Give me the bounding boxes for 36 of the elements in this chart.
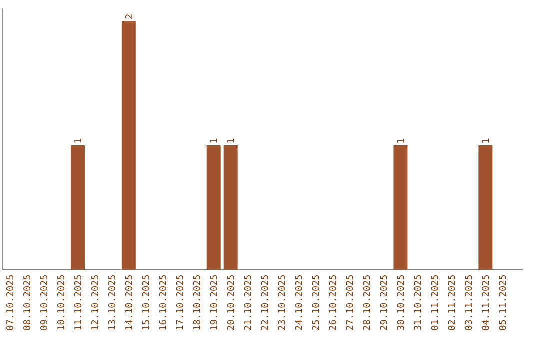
x-tick-label: 29.10.2025 [380, 275, 388, 330]
x-tick-label: 14.10.2025 [125, 275, 132, 330]
x-tick-label: 25.10.2025 [312, 275, 320, 330]
x-tick-label: 24.10.2025 [295, 275, 302, 330]
x-tick-label: 09.10.2025 [40, 275, 48, 330]
data-label: 1 [210, 138, 218, 143]
data-label: 1 [74, 138, 82, 143]
x-tick-label: 19.10.2025 [210, 275, 218, 330]
x-tick-label: 17.10.2025 [176, 275, 184, 330]
x-tick-label: 01.11.2025 [431, 275, 438, 330]
x-tick-label: 26.10.2025 [329, 275, 336, 330]
x-tick-label: 27.10.2025 [346, 275, 354, 330]
x-tick-label: 20.10.2025 [227, 275, 234, 330]
x-tick-label: 07.10.2025 [6, 275, 14, 330]
data-label: 1 [227, 138, 234, 143]
x-tick-label: 16.10.2025 [159, 275, 166, 330]
x-tick-label: 21.10.2025 [244, 275, 252, 330]
x-tick-label: 08.10.2025 [23, 275, 31, 330]
x-tick-label: 05.11.2025 [499, 275, 506, 330]
x-tick-label: 11.10.2025 [74, 275, 82, 330]
x-tick-label: 28.10.2025 [363, 275, 370, 330]
x-tick-label: 23.10.2025 [278, 275, 286, 330]
data-label: 1 [482, 138, 490, 143]
x-tick-label: 10.10.2025 [57, 275, 64, 330]
x-tick-label: 30.10.2025 [397, 275, 404, 330]
x-tick-label: 12.10.2025 [91, 275, 98, 330]
x-tick-label: 04.11.2025 [482, 275, 490, 330]
x-tick-label: 22.10.2025 [261, 275, 268, 330]
x-tick-label: 02.11.2025 [448, 275, 456, 330]
x-tick-label: 13.10.2025 [108, 275, 116, 330]
x-tick-label: 03.11.2025 [465, 275, 472, 330]
data-label: 2 [125, 14, 132, 19]
x-tick-label: 15.10.2025 [142, 275, 150, 330]
x-tick-label: 18.10.2025 [193, 275, 200, 330]
data-label: 1 [397, 138, 404, 143]
x-tick-label: 31.10.2025 [414, 275, 422, 330]
